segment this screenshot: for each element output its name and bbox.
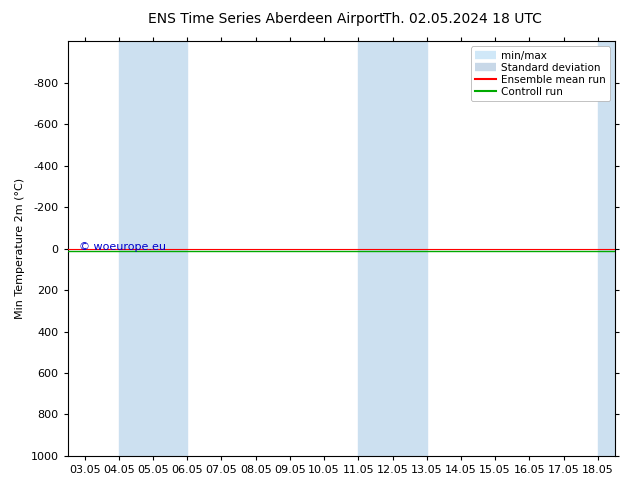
Text: ENS Time Series Aberdeen Airport: ENS Time Series Aberdeen Airport [148,12,385,26]
Bar [598,41,615,456]
Y-axis label: Min Temperature 2m (°C): Min Temperature 2m (°C) [15,178,25,319]
Legend: min/max, Standard deviation, Ensemble mean run, Controll run: min/max, Standard deviation, Ensemble me… [470,47,610,101]
Text: © woeurope.eu: © woeurope.eu [79,243,165,252]
Text: Th. 02.05.2024 18 UTC: Th. 02.05.2024 18 UTC [384,12,542,26]
Bar [358,41,427,456]
Bar [119,41,187,456]
